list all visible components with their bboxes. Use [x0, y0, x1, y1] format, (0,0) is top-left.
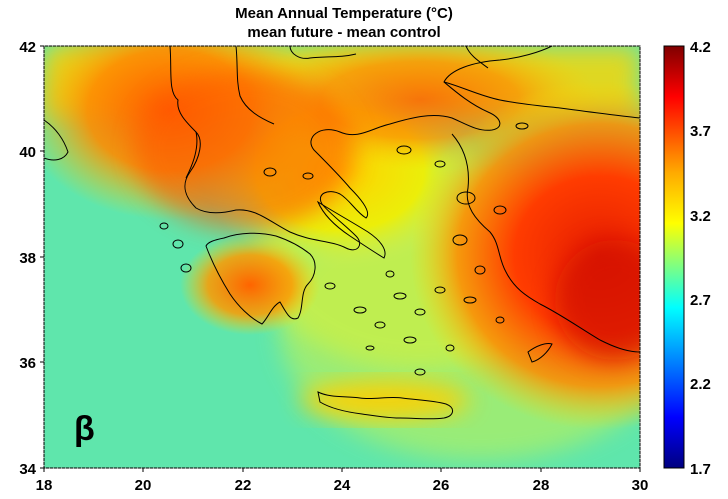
x-tick-label: 22	[235, 477, 252, 494]
y-tick-label: 36	[19, 355, 36, 372]
title-line-1: Mean Annual Temperature (°C)	[235, 5, 453, 22]
x-tick-label: 28	[533, 477, 550, 494]
panel-label: β	[74, 410, 95, 448]
x-tick-label: 20	[135, 477, 152, 494]
y-tick-label: 40	[19, 144, 36, 161]
colorbar-tick-label: 2.7	[690, 292, 711, 309]
colorbar-tick-label: 2.2	[690, 376, 711, 393]
x-axis: 18 20 22 24 26 28 30	[36, 468, 649, 494]
colorbar-bar	[663, 45, 685, 469]
y-tick-label: 34	[19, 461, 36, 478]
colorbar-tick-label: 4.2	[690, 39, 711, 56]
colorbar: 4.2 3.7 3.2 2.7 2.2 1.7	[663, 39, 711, 478]
x-tick-label: 26	[433, 477, 450, 494]
colorbar-tick-label: 3.7	[690, 123, 711, 140]
map-title: Mean Annual Temperature (°C) mean future…	[44, 4, 644, 42]
y-tick-label: 38	[19, 250, 36, 267]
colorbar-tick-label: 1.7	[690, 461, 711, 478]
y-axis: 42 40 38 36 34	[19, 39, 44, 478]
x-tick-label: 30	[632, 477, 649, 494]
temperature-field	[44, 46, 640, 468]
title-line-2: mean future - mean control	[247, 24, 441, 41]
colorbar-tick-label: 3.2	[690, 208, 711, 225]
y-tick-label: 42	[19, 39, 36, 56]
x-tick-label: 18	[36, 477, 53, 494]
x-tick-label: 24	[334, 477, 351, 494]
coastlines	[44, 46, 640, 420]
